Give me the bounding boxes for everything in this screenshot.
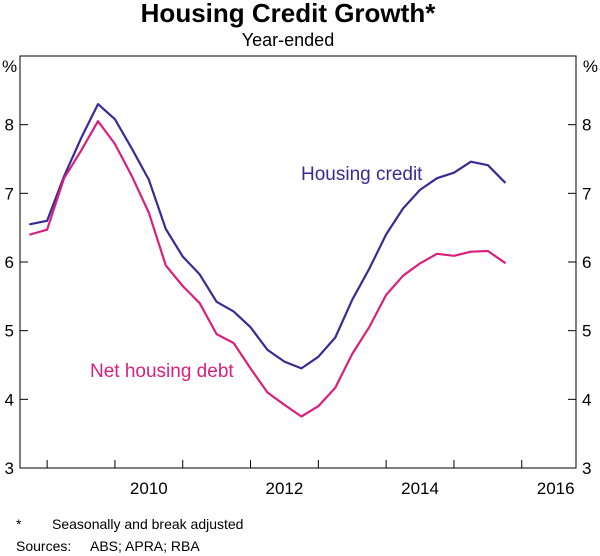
y-tick-label-left: 6 <box>5 253 14 272</box>
y-tick-label-left: 7 <box>5 184 14 203</box>
footnote-marker: * <box>16 516 22 532</box>
y-tick-label-right: 7 <box>582 184 591 203</box>
x-tick-label: 2012 <box>266 479 304 498</box>
y-tick-label-left: 4 <box>5 390 14 409</box>
footnote-text: Seasonally and break adjusted <box>52 516 243 532</box>
y-tick-label-left: 8 <box>5 116 14 135</box>
sources-label: Sources: <box>16 538 71 554</box>
y-tick-label-right: 5 <box>582 322 591 341</box>
y-axis-right: 3 4 5 6 7 8 <box>568 116 591 478</box>
y-tick-label-right: 3 <box>582 459 591 478</box>
y-tick-label-right: 4 <box>582 390 591 409</box>
series-layer <box>29 102 506 418</box>
y-tick-label-left: 5 <box>5 322 14 341</box>
y-tick-label-right: 8 <box>582 116 591 135</box>
y-tick-label-left: 3 <box>5 459 14 478</box>
y-unit-label-right: % <box>583 57 598 76</box>
sources-text: ABS; APRA; RBA <box>90 538 200 554</box>
chart-subtitle: Year-ended <box>242 30 334 50</box>
series-line-housing-credit <box>29 102 506 370</box>
y-unit-label-left: % <box>2 57 17 76</box>
x-axis: 2010 2012 2014 2016 <box>46 460 575 498</box>
chart-title: Housing Credit Growth* <box>141 0 437 28</box>
series-label-housing-credit: Housing credit <box>301 164 423 185</box>
plot-area-frame <box>19 55 577 469</box>
series-line-net-housing-debt <box>29 120 506 418</box>
x-tick-label: 2014 <box>401 479 439 498</box>
y-axis-left: 3 4 5 6 7 8 <box>5 116 28 478</box>
x-tick-label: 2016 <box>537 479 575 498</box>
series-label-net-housing-debt: Net housing debt <box>90 361 234 382</box>
x-tick-label: 2010 <box>130 479 168 498</box>
y-tick-label-right: 6 <box>582 253 591 272</box>
